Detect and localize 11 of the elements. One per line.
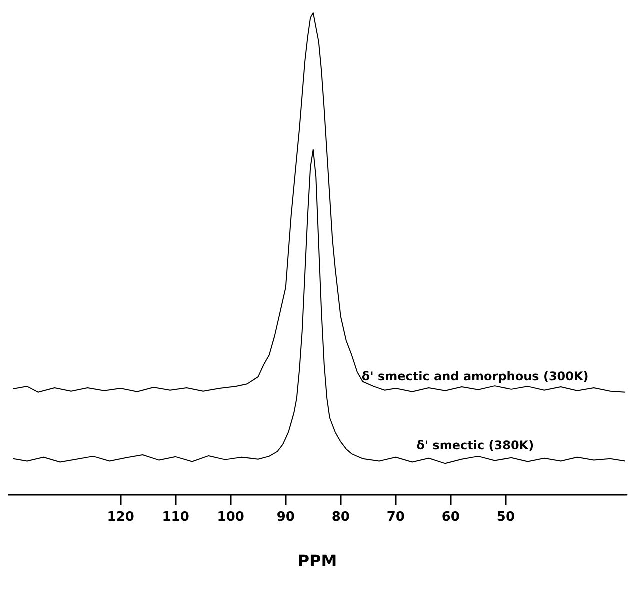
x-tick-label: 110 bbox=[162, 510, 190, 525]
x-tick-label: 60 bbox=[442, 510, 460, 525]
series-label: δ' smectic (380K) bbox=[416, 438, 534, 452]
x-axis-title: PPM bbox=[298, 552, 338, 570]
x-tick-label: 100 bbox=[217, 510, 244, 525]
x-tick-label: 90 bbox=[276, 510, 295, 525]
x-tick-label: 50 bbox=[496, 510, 515, 525]
x-tick-label: 120 bbox=[107, 510, 134, 525]
x-tick-label: 70 bbox=[386, 510, 405, 525]
series-label: δ' smectic and amorphous (300K) bbox=[362, 369, 589, 384]
x-tick-label: 80 bbox=[332, 510, 350, 525]
